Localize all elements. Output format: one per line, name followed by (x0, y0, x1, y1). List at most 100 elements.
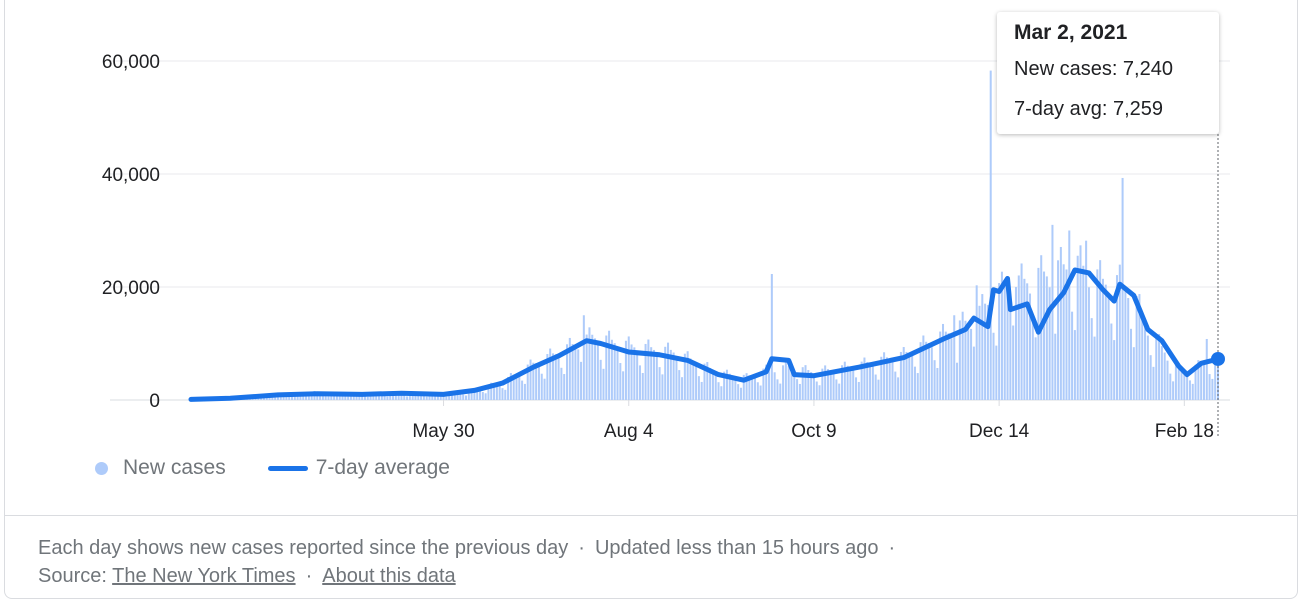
new-cases-bar (537, 365, 540, 400)
new-cases-bar (970, 328, 973, 400)
new-cases-bar (984, 303, 987, 400)
new-cases-bar (913, 366, 916, 400)
new-cases-bar (498, 384, 501, 400)
new-cases-bar (899, 351, 902, 400)
new-cases-bar (268, 397, 271, 400)
new-cases-bar (1000, 271, 1003, 400)
new-cases-bar (818, 385, 821, 400)
new-cases-bar (734, 378, 737, 400)
new-cases-bar (975, 285, 978, 400)
new-cases-bar (1048, 287, 1051, 400)
new-cases-bar (1124, 286, 1127, 400)
footer-separator: · (305, 565, 313, 587)
new-cases-bar (1174, 363, 1177, 400)
new-cases-bar (414, 392, 417, 400)
new-cases-bar (922, 335, 925, 400)
new-cases-bar (560, 367, 563, 400)
new-cases-bar (992, 332, 995, 400)
new-cases-bar (944, 331, 947, 400)
new-cases-bar (1194, 364, 1197, 400)
tooltip-new-cases: New cases: 7,240 (1014, 58, 1173, 80)
new-cases-bar (1003, 286, 1006, 400)
new-cases-bar (1034, 337, 1037, 400)
new-cases-bar (448, 392, 451, 400)
new-cases-bar (1158, 334, 1161, 400)
y-axis-labels: 0 20,000 40,000 60,000 (102, 52, 160, 412)
new-cases-bar (481, 392, 484, 400)
new-cases-bar (588, 327, 591, 400)
new-cases-bar (425, 396, 428, 400)
new-cases-bar (958, 320, 961, 400)
avg-legend-line-icon (267, 465, 308, 471)
new-cases-bar (1023, 278, 1026, 400)
new-cases-bar (916, 373, 919, 400)
cases-chart[interactable]: 0 20,000 40,000 60,000 May 30 Aug 4 Oct 9 Dec … (0, 0, 1304, 510)
new-cases-bar (681, 377, 684, 400)
new-cases-bar (554, 354, 557, 400)
avg-line-layer (188, 267, 1221, 402)
new-cases-bar (582, 315, 585, 400)
new-cases-bar (773, 372, 776, 400)
new-cases-bar (535, 363, 538, 400)
new-cases-bar (638, 365, 641, 400)
new-cases-bar (1006, 290, 1009, 400)
new-cases-bar (714, 374, 717, 400)
new-cases-bar (725, 369, 728, 400)
new-cases-bar (470, 389, 473, 400)
new-cases-bar (1031, 320, 1034, 400)
new-cases-bar (453, 392, 456, 400)
new-cases-bar (1130, 328, 1133, 400)
new-cases-bar (897, 377, 900, 400)
new-cases-bar (739, 387, 742, 400)
new-cases-bar (1169, 373, 1172, 400)
new-cases-bar (406, 396, 409, 400)
new-cases-bar (1115, 275, 1118, 400)
new-cases-bar (756, 382, 759, 400)
new-cases-bar (902, 347, 905, 400)
new-cases-bar (776, 379, 779, 400)
new-cases-bar (849, 366, 852, 400)
new-cases-bar (762, 368, 765, 400)
new-cases-bar (1085, 240, 1088, 400)
new-cases-bar (874, 374, 877, 400)
source-link[interactable]: The New York Times (112, 565, 296, 587)
tooltip-avg: 7-day avg: 7,259 (1014, 98, 1163, 120)
new-cases-bar (737, 384, 740, 400)
new-cases-bar (1009, 299, 1012, 400)
new-cases-bar (321, 393, 324, 400)
new-cases-bar (829, 370, 832, 400)
new-cases-bar (540, 373, 543, 400)
new-cases-bar (927, 343, 930, 400)
new-cases-bar (989, 70, 992, 400)
new-cases-bar (636, 352, 639, 400)
new-cases-bar (1065, 269, 1068, 400)
y-tick-label: 0 (149, 391, 160, 412)
new-cases-bar (580, 361, 583, 400)
new-cases-bar (490, 382, 493, 400)
new-cases-bar (978, 305, 981, 400)
new-cases-bar (549, 348, 552, 400)
new-cases-bar (972, 346, 975, 400)
new-cases-bar (619, 363, 622, 400)
new-cases-bar (826, 369, 829, 400)
new-cases-bar (852, 369, 855, 400)
new-cases-bar (652, 349, 656, 400)
new-cases-bar (375, 393, 378, 400)
new-cases-bar (877, 379, 880, 400)
new-cases-bar (624, 340, 627, 400)
new-cases-bar (563, 374, 566, 400)
new-cases-bar (919, 342, 922, 400)
footer-line-1: Each day shows new cases reported since … (38, 534, 905, 562)
new-cases-bar (504, 389, 507, 400)
about-data-link[interactable]: About this data (322, 565, 456, 587)
x-tick-label: May 30 (412, 421, 474, 442)
new-cases-bar (717, 382, 720, 400)
new-cases-bar (403, 395, 406, 400)
new-cases-bar (380, 394, 383, 400)
new-cases-bar (939, 331, 942, 400)
new-cases-bar (285, 395, 288, 400)
new-cases-bar (1180, 369, 1183, 400)
new-cases-bar (815, 381, 818, 400)
new-cases-bar (1051, 224, 1054, 400)
new-cases-bar (551, 353, 554, 400)
